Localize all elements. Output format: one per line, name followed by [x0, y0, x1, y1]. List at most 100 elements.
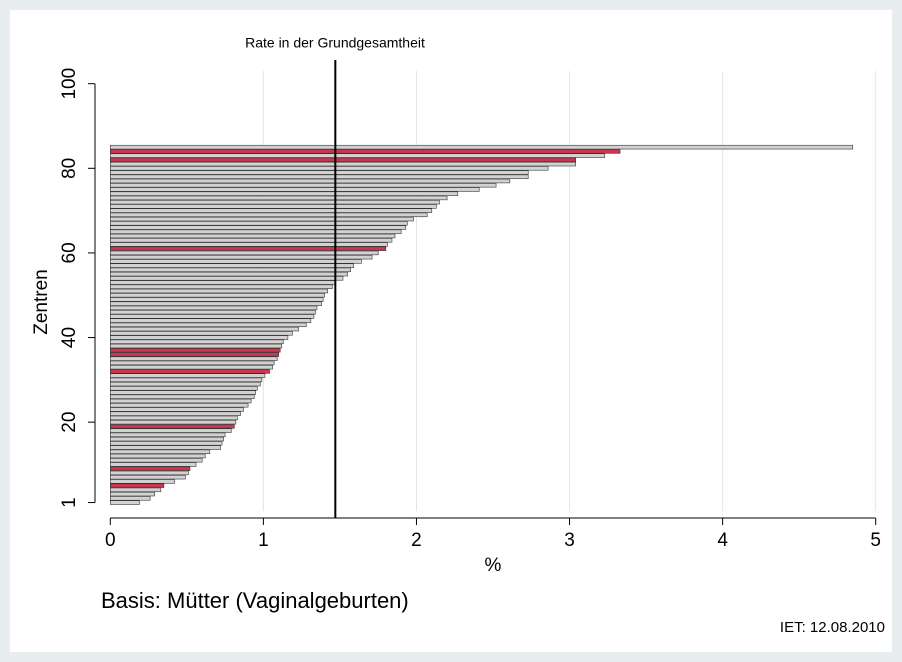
bar [110, 403, 249, 408]
bar [110, 419, 237, 425]
bar [110, 331, 293, 336]
bar [110, 246, 387, 251]
bar [110, 449, 211, 454]
bar [110, 149, 621, 154]
bar [110, 415, 238, 421]
bar [110, 470, 189, 476]
bar [110, 233, 396, 239]
bar [110, 322, 307, 328]
bar [110, 276, 344, 281]
bar [110, 335, 289, 340]
bar [110, 483, 165, 488]
bar [110, 398, 252, 404]
bar [110, 293, 325, 298]
y-tick-label: 60 [59, 242, 80, 263]
bar [110, 221, 408, 226]
y-tick-label: 1 [59, 497, 80, 508]
y-tick-label: 100 [59, 68, 80, 100]
y-tick-label: 40 [59, 327, 80, 348]
bar [110, 174, 529, 179]
y-tick-label: 20 [59, 412, 80, 433]
bar [110, 364, 273, 370]
x-tick-label: 0 [105, 530, 116, 551]
bar [110, 377, 263, 383]
bar [110, 466, 191, 471]
bar [110, 297, 324, 302]
bar [110, 424, 235, 429]
bar [110, 229, 402, 234]
bar [110, 305, 318, 311]
bar [110, 373, 266, 378]
bar [110, 432, 226, 438]
bar [110, 411, 241, 416]
bar [110, 267, 351, 273]
bar [110, 326, 299, 332]
bar [110, 314, 315, 319]
x-axis-label: % [485, 555, 502, 576]
bar [110, 348, 281, 353]
bar [110, 458, 203, 463]
bar [110, 436, 224, 442]
bar [110, 301, 322, 306]
bar [110, 191, 459, 196]
reference-label: Rate in der Grundgesamtheit [245, 35, 425, 51]
x-tick-label: 3 [564, 530, 575, 551]
y-axis-label: Zentren [31, 269, 52, 334]
x-tick-label: 1 [258, 530, 269, 551]
bar [110, 360, 275, 366]
bar [110, 208, 433, 213]
note: Basis: Mütter (Vaginalgeburten) [101, 588, 409, 613]
bar [110, 183, 497, 188]
bar [110, 242, 388, 247]
bar [110, 318, 312, 323]
bar [110, 381, 261, 387]
bar [110, 166, 549, 171]
bar [110, 491, 156, 497]
bar [110, 407, 244, 412]
bar [110, 390, 257, 395]
bar [110, 394, 255, 399]
bar [110, 225, 407, 230]
bar [110, 453, 206, 459]
bar [110, 288, 328, 294]
bar [110, 462, 197, 467]
bar [110, 195, 448, 201]
bar [110, 441, 223, 446]
bar [110, 339, 284, 344]
bar [110, 199, 440, 205]
bar [110, 187, 480, 192]
bar [110, 309, 316, 315]
bar [110, 238, 393, 243]
bar [110, 250, 379, 256]
bar [110, 356, 278, 361]
bar [110, 254, 373, 260]
x-tick-label: 2 [411, 530, 422, 551]
bar [110, 153, 606, 158]
bar [110, 157, 576, 163]
bar [110, 204, 437, 209]
bar [110, 343, 283, 349]
bar [110, 445, 221, 450]
bar [110, 369, 270, 374]
x-tick-label: 5 [870, 530, 881, 551]
y-tick-label: 80 [59, 158, 80, 179]
bar [110, 271, 348, 277]
bar [110, 216, 414, 222]
bar [110, 212, 428, 218]
bar [110, 479, 175, 484]
bar [110, 280, 336, 285]
bar [110, 386, 258, 391]
bar [110, 352, 279, 357]
x-tick-label: 4 [717, 530, 728, 551]
bar [110, 161, 576, 167]
bar [110, 178, 511, 184]
bar [110, 144, 854, 150]
bar [110, 263, 354, 268]
bar [110, 284, 333, 289]
footer: IET: 12.08.2010 [780, 619, 885, 636]
bar [110, 170, 529, 175]
bar [110, 487, 162, 493]
bar [110, 474, 186, 480]
